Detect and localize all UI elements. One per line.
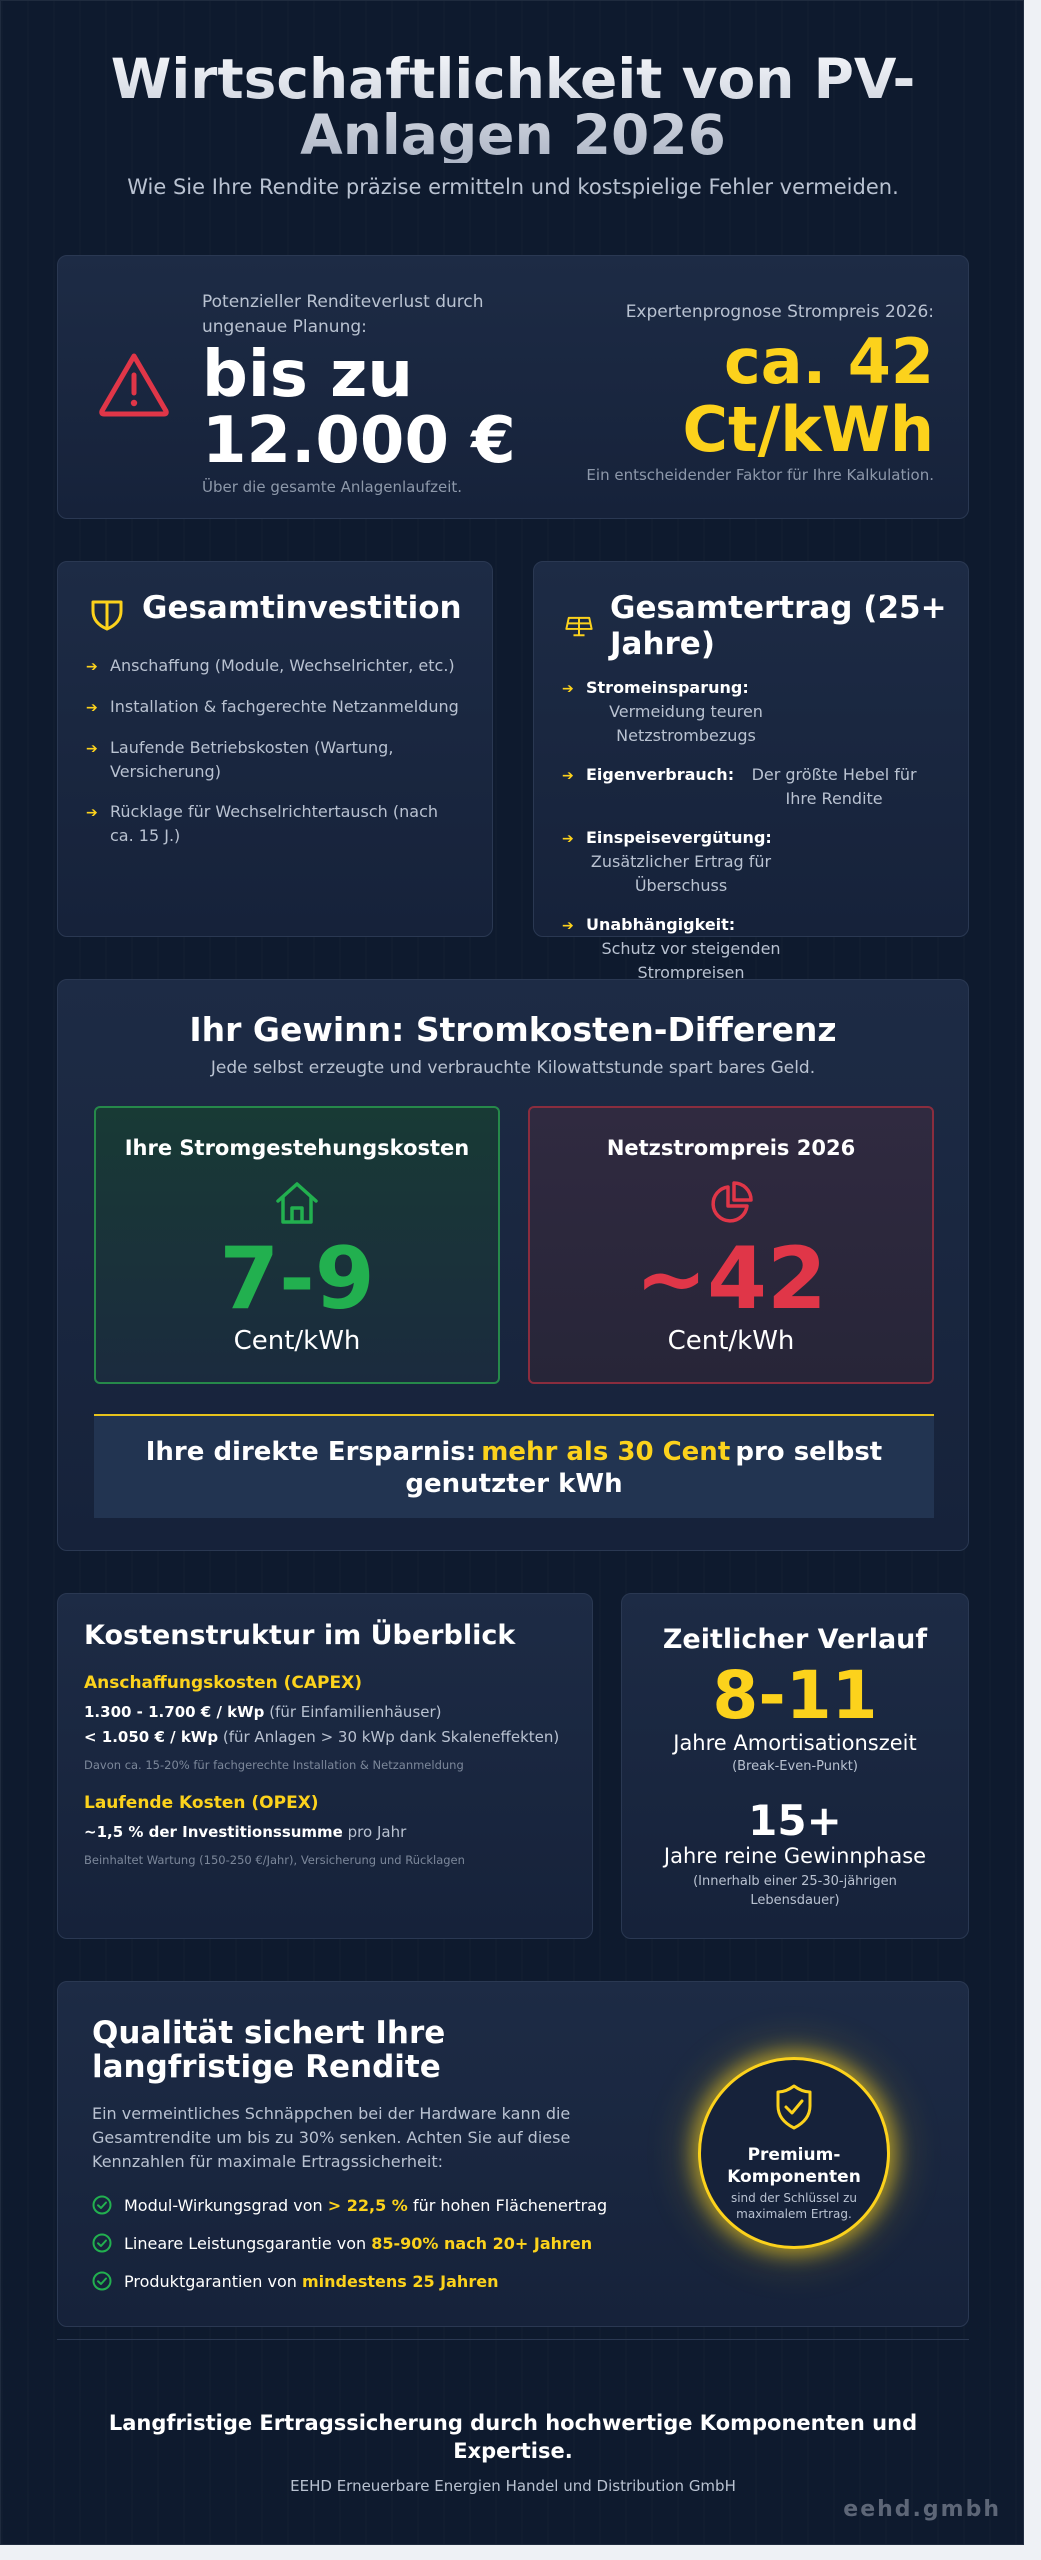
own-cost-unit: Cent/kWh [233, 1326, 361, 1356]
capex-line-1: 1.300 - 1.700 € / kWp (für Einfamilienhä… [84, 1703, 442, 1721]
loss-caption: Potenzieller Renditeverlust durch ungena… [202, 292, 484, 337]
loss-note: Über die gesamte Anlagenlaufzeit. [202, 478, 463, 496]
footer-tagline: Langfristige Ertragssicherung durch hoch… [108, 2411, 918, 2463]
own-cost-box: Ihre Stromgestehungskosten 7-9 Cent/kWh [94, 1106, 500, 1384]
list-item: ➔ Einspeisevergütung:Zusätzlicher Ertrag … [562, 826, 942, 898]
footer-divider [57, 2339, 969, 2340]
loss-value: bis zu 12.000 € [202, 338, 516, 478]
solar-panel-icon [565, 616, 593, 637]
gain-card: Ihr Gewinn: Stromkosten-Differenz Jede s… [57, 979, 969, 1551]
list-item: ➔ Stromeinsparung:Vermeidung teuren Netzs… [562, 676, 942, 748]
forecast-caption: Expertenprognose Strompreis 2026: [625, 302, 934, 322]
gain-subtitle: Jede selbst erzeugte und verbrauchte Kil… [210, 1058, 816, 1078]
costs-title: Kostenstruktur im Überblick [84, 1620, 516, 1651]
quality-list: Modul-Wirkungsgrad von > 22,5 % für hohe… [92, 2194, 607, 2308]
arrow-icon: ➔ [562, 918, 574, 934]
arrow-icon: ➔ [86, 805, 98, 821]
arrow-icon: ➔ [86, 741, 98, 757]
returns-card: Gesamtertrag (25+ Jahre) ➔ Stromeinsparun… [533, 561, 969, 982]
gain-title: Ihr Gewinn: Stromkosten-Differenz [189, 1010, 837, 1049]
list-item: ➔ Laufende Betriebskosten (Wartung, Versi… [86, 736, 466, 784]
list-item: ➔ Rücklage für Wechselrichtertausch (nach… [86, 800, 466, 848]
grid-price-value: ~42 [635, 1229, 827, 1329]
shield-icon [91, 600, 123, 631]
returns-list: ➔ Stromeinsparung:Vermeidung teuren Netzs… [562, 676, 942, 1000]
opex-note: Beinhaltet Wartung (150-250 €/Jahr), Ver… [84, 1853, 465, 1867]
seal-title: Premium-Komponenten [727, 2145, 861, 2187]
hero-card: Potenzieller Renditeverlust durch ungena… [57, 255, 969, 519]
quality-title: Qualität sichert Ihre langfristige Rendi… [92, 2015, 446, 2085]
brand-watermark: eehd.gmbh [843, 2497, 1001, 2522]
loss-block: Potenzieller Renditeverlust durch ungena… [202, 290, 532, 496]
savings-post: pro selbst genutzter kWh [405, 1437, 883, 1499]
grid-price-title: Netzstrompreis 2026 [606, 1136, 856, 1160]
forecast-block: Expertenprognose Strompreis 2026: ca. 42… [514, 302, 934, 484]
grid-price-unit: Cent/kWh [667, 1326, 795, 1356]
check-circle-icon [92, 2195, 112, 2215]
arrow-icon: ➔ [86, 659, 98, 675]
amortization-label: Jahre Amortisationszeit [673, 1731, 917, 1755]
savings-highlight: mehr als 30 Cent [481, 1437, 731, 1467]
premium-seal: Premium-Komponenten sind der Schlüssel z… [698, 2057, 890, 2249]
check-circle-icon [92, 2233, 112, 2253]
profit-label: Jahre reine Gewinnphase [663, 1844, 927, 1868]
list-item: ➔ Unabhängigkeit:Schutz vor steigenden St… [562, 913, 942, 985]
arrow-icon: ➔ [562, 831, 574, 847]
returns-header: Gesamtertrag (25+ Jahre) [564, 590, 948, 662]
list-item: ➔ Anschaffung (Module, Wechselrichter, et… [86, 654, 466, 679]
savings-pre: Ihre direkte Ersparnis: [145, 1437, 477, 1467]
arrow-icon: ➔ [86, 700, 98, 716]
page-header: Wirtschaftlichkeit von PV-Anlagen 2026 W… [1, 51, 1023, 199]
list-item: ➔ Eigenverbrauch: Der größte Hebel für Ihr… [562, 763, 942, 811]
capex-title: Anschaffungskosten (CAPEX) [84, 1673, 362, 1693]
list-item: Lineare Leistungsgarantie von 85-90% nac… [92, 2232, 607, 2254]
page-title: Wirtschaftlichkeit von PV-Anlagen 2026 [103, 51, 923, 163]
seal-subtitle: sind der Schlüssel zu maximalem Ertrag. [730, 2191, 858, 2221]
timeline-title: Zeitlicher Verlauf [662, 1624, 928, 1655]
warning-icon [99, 353, 169, 417]
quality-card: Qualität sichert Ihre langfristige Rendi… [57, 1981, 969, 2327]
timeline-card: Zeitlicher Verlauf 8-11 Jahre Amortisati… [621, 1593, 969, 1939]
list-item: Produktgarantien von mindestens 25 Jahre… [92, 2270, 607, 2292]
list-item: ➔ Installation & fachgerechte Netzanmeldu… [86, 695, 466, 720]
profit-value: 15+ [748, 1796, 842, 1845]
opex-line: ~1,5 % der Investitionssumme pro Jahr [84, 1823, 407, 1841]
own-cost-value: 7-9 [219, 1229, 375, 1329]
grid-price-box: Netzstrompreis 2026 ~42 Cent/kWh [528, 1106, 934, 1384]
list-item: Modul-Wirkungsgrad von > 22,5 % für hohe… [92, 2194, 607, 2216]
amortization-value: 8-11 [712, 1657, 878, 1734]
forecast-value: ca. 42 Ct/kWh [682, 325, 934, 466]
check-circle-icon [92, 2271, 112, 2291]
returns-title: Gesamtertrag (25+ Jahre) [610, 590, 947, 662]
own-cost-title: Ihre Stromgestehungskosten [124, 1136, 470, 1160]
pie-chart-icon [711, 1181, 753, 1223]
quality-intro: Ein vermeintliches Schnäppchen bei der H… [92, 2104, 571, 2171]
capex-line-2: < 1.050 € / kWp (für Anlagen > 30 kWp da… [84, 1728, 560, 1746]
arrow-icon: ➔ [562, 768, 574, 784]
footer-company: EEHD Erneuerbare Energien Handel und Dis… [290, 2477, 736, 2495]
page-subtitle: Wie Sie Ihre Rendite präzise ermitteln u… [127, 175, 899, 199]
investment-header: Gesamtinvestition [88, 590, 472, 632]
investment-list: ➔ Anschaffung (Module, Wechselrichter, et… [86, 654, 466, 864]
arrow-icon: ➔ [562, 681, 574, 697]
opex-title: Laufende Kosten (OPEX) [84, 1793, 319, 1813]
forecast-note: Ein entscheidender Faktor für Ihre Kalku… [586, 466, 934, 484]
savings-banner: Ihre direkte Ersparnis: mehr als 30 Cent… [94, 1414, 934, 1518]
investment-card: Gesamtinvestition ➔ Anschaffung (Module, … [57, 561, 493, 937]
infographic-page: Wirtschaftlichkeit von PV-Anlagen 2026 W… [0, 0, 1024, 2545]
shield-check-icon [776, 2084, 812, 2130]
profit-sub: (Innerhalb einer 25-30-jährigen Lebensda… [693, 1874, 897, 1908]
amortization-sub: (Break-Even-Punkt) [732, 1759, 858, 1774]
house-icon [276, 1182, 318, 1224]
capex-note: Davon ca. 15-20% für fachgerechte Instal… [84, 1758, 464, 1772]
investment-title: Gesamtinvestition [142, 590, 462, 626]
cost-structure-card: Kostenstruktur im Überblick Anschaffungs… [57, 1593, 593, 1939]
footer: Langfristige Ertragssicherung durch hoch… [1, 2409, 1023, 2495]
